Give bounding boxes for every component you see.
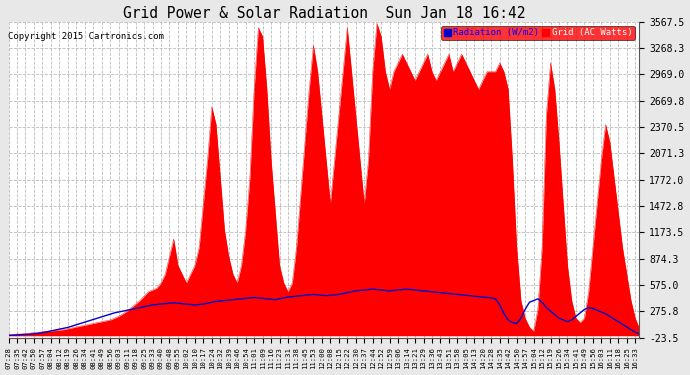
Title: Grid Power & Solar Radiation  Sun Jan 18 16:42: Grid Power & Solar Radiation Sun Jan 18 … <box>123 6 525 21</box>
Legend: Radiation (W/m2), Grid (AC Watts): Radiation (W/m2), Grid (AC Watts) <box>441 26 635 40</box>
Text: Copyright 2015 Cartronics.com: Copyright 2015 Cartronics.com <box>8 32 164 41</box>
